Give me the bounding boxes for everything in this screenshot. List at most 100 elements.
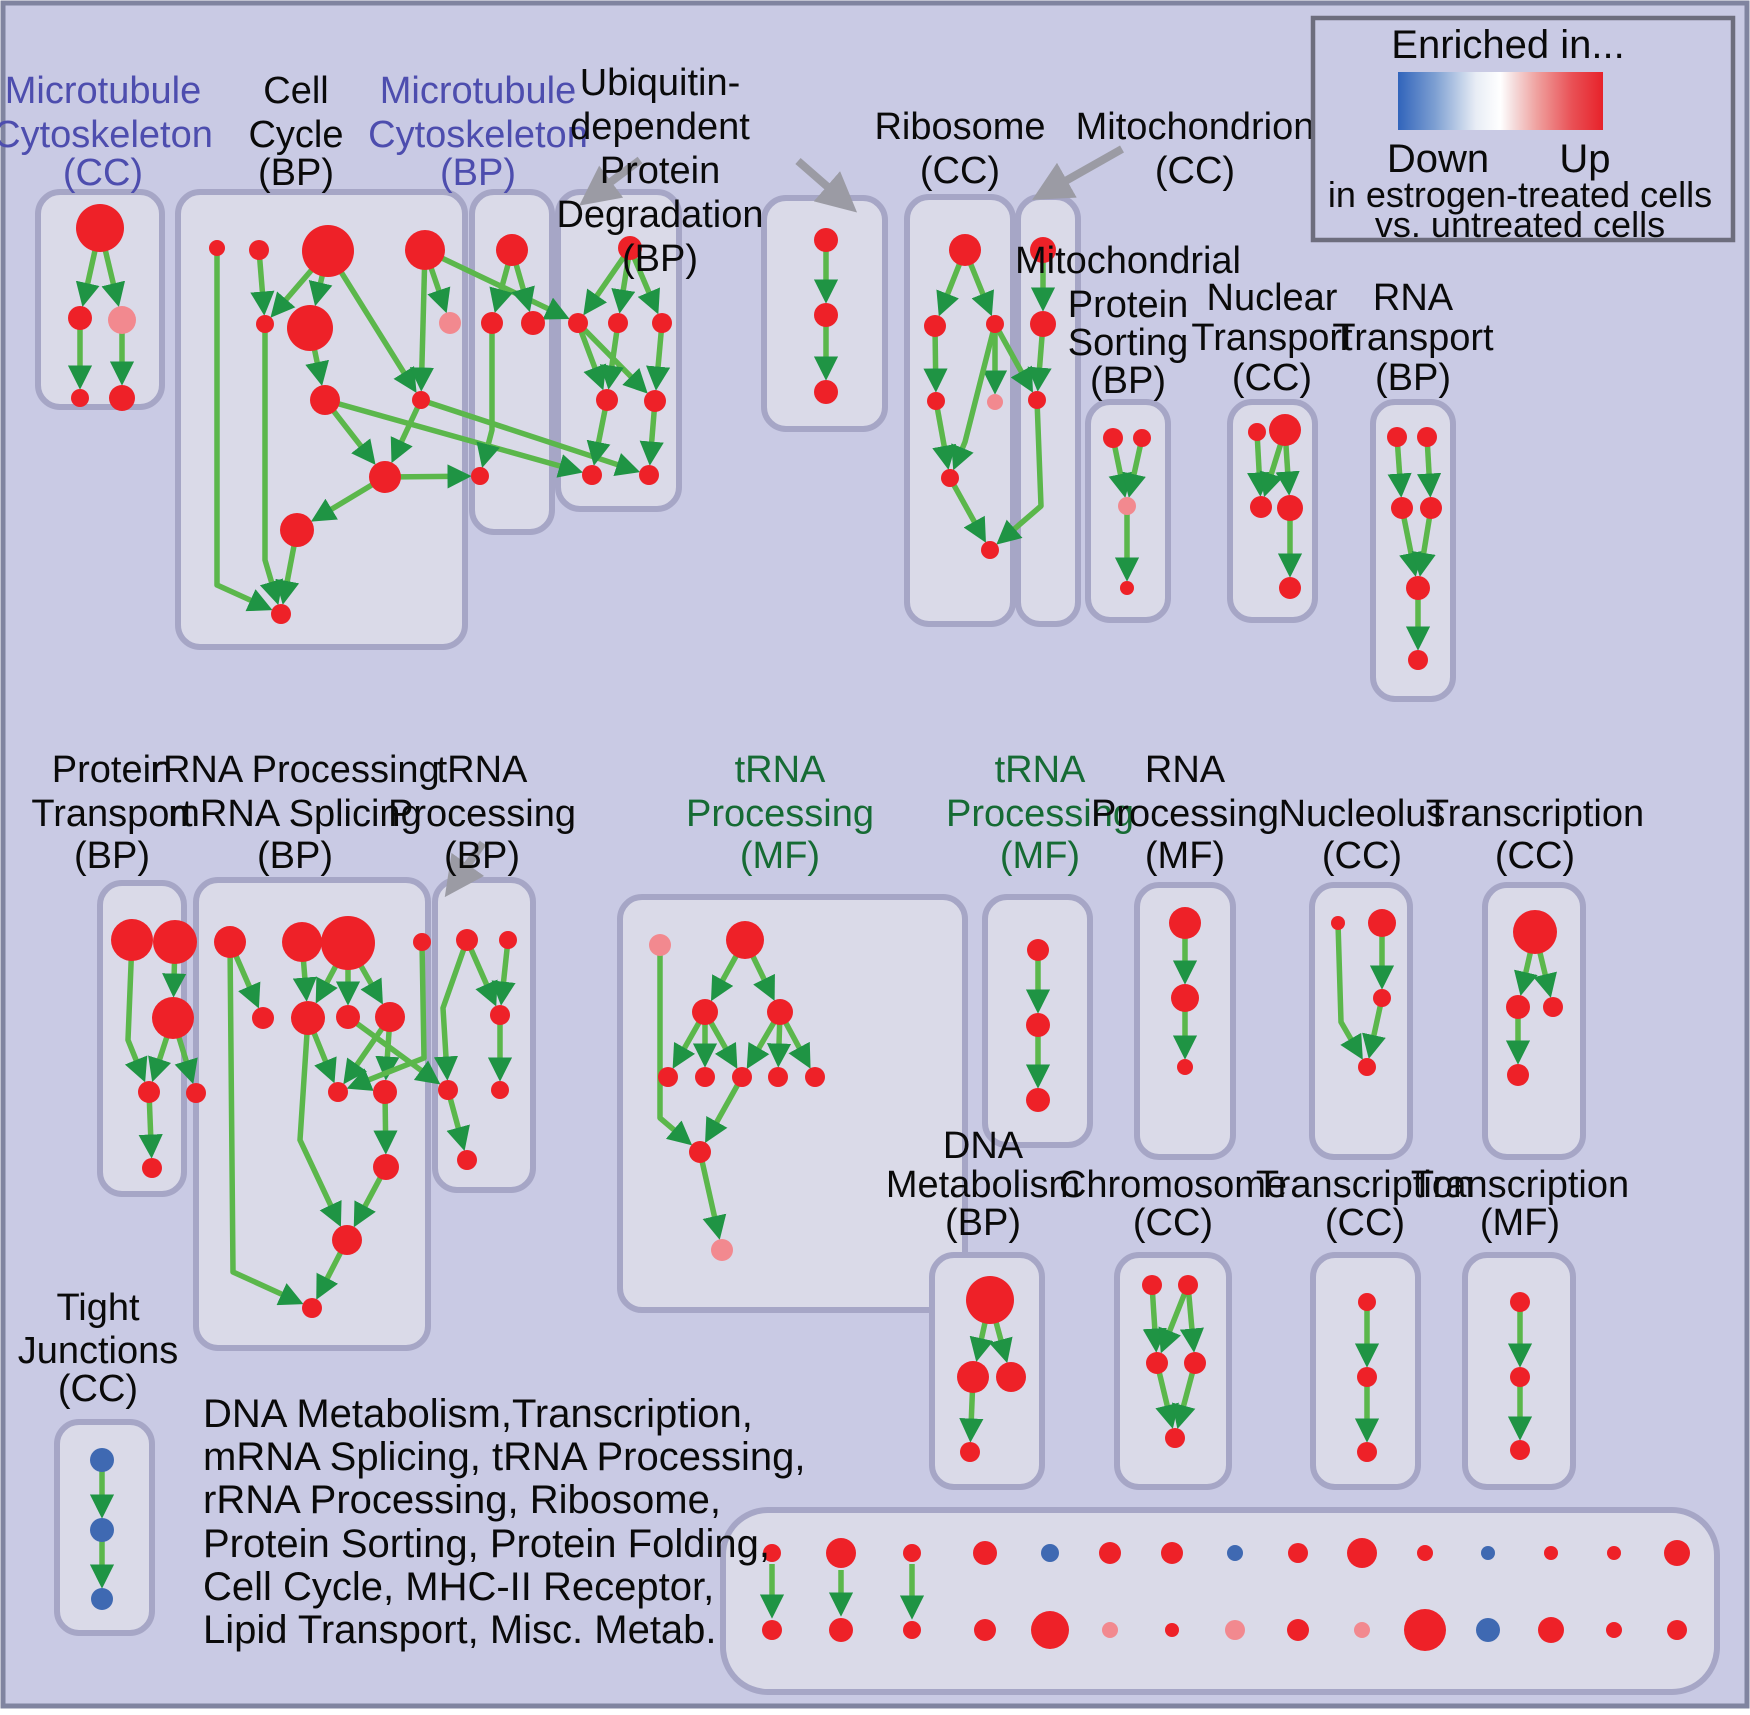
go-term-node-ms1	[1103, 428, 1123, 448]
go-term-node-mc2	[68, 306, 92, 330]
cluster-box-cellcycle	[175, 189, 468, 650]
cluster-label-mtbp-line3: (BP)	[440, 152, 516, 194]
cluster-label-prottrans-line3: (BP)	[74, 835, 150, 877]
go-term-node-ccD	[405, 230, 445, 270]
cluster-box-prottrans	[97, 880, 187, 1197]
go-term-node-ccC	[302, 225, 354, 277]
go-term-node-rr3	[321, 916, 375, 970]
edge-pt1-pt4	[124, 939, 148, 1083]
cluster-label-nucleolus-line2: (CC)	[1322, 835, 1402, 877]
grouped-terms-text-line4: Protein Sorting, Protein Folding,	[203, 1522, 770, 1566]
cluster-label-mps-line2: Protein	[1068, 284, 1188, 326]
go-term-node-rn1	[328, 1082, 348, 1102]
legend-title: Enriched in...	[1391, 23, 1624, 67]
go-term-node-bottom-bot-8	[1225, 1620, 1245, 1640]
go-term-node-mc3	[108, 306, 136, 334]
cluster-label-mps-line4: (BP)	[1090, 360, 1166, 402]
legend-up-label: Up	[1559, 137, 1610, 181]
go-term-node-tg3	[1026, 1088, 1050, 1112]
go-term-node-bottom-top-10	[1347, 1538, 1377, 1568]
go-term-node-ty2	[1510, 1367, 1530, 1387]
cluster-label-ubiq-line1: Ubiquitin-	[580, 62, 741, 104]
edge-tf0-tfx	[657, 945, 693, 1146]
cluster-label-ubiq-line4: Degradation	[556, 194, 763, 236]
go-term-node-bottom-bot-15	[1667, 1620, 1687, 1640]
go-term-node-bottom-bot-11	[1404, 1609, 1446, 1651]
go-term-node-ccE	[256, 315, 274, 333]
cluster-label-ubiq-line3: Protein	[600, 150, 720, 192]
go-term-node-tx3	[1357, 1442, 1377, 1462]
go-term-node-tb4	[438, 1080, 458, 1100]
go-term-node-bottom-bot-9	[1287, 1619, 1309, 1641]
pointer-arrow-to-trna-bp-box	[444, 840, 487, 898]
go-term-node-rp2	[1171, 984, 1199, 1012]
edge-r3-r7	[951, 323, 998, 471]
go-term-node-rp3	[1177, 1059, 1193, 1075]
cluster-label-cellcycle-line2: Cycle	[248, 114, 343, 156]
cluster-label-trnabp-line3: (BP)	[444, 835, 520, 877]
edge-r4-r7	[932, 400, 957, 470]
go-term-node-nt1	[1248, 423, 1266, 441]
go-term-node-rt1	[1387, 427, 1407, 447]
go-term-node-ch1	[1142, 1275, 1162, 1295]
cluster-label-rrna-line1: rRNA Processing	[150, 749, 439, 791]
go-term-node-bottom-bot-1	[762, 1620, 782, 1640]
go-term-node-tb3	[490, 1005, 510, 1025]
go-term-node-rc	[332, 1225, 362, 1255]
go-term-node-tfx	[689, 1141, 711, 1163]
go-term-node-r3	[986, 315, 1004, 333]
go-term-node-pt2	[153, 920, 197, 964]
go-term-node-tf1	[726, 921, 764, 959]
go-term-node-bottom-bot-14	[1606, 1622, 1622, 1638]
go-term-node-tfb1	[658, 1067, 678, 1087]
go-term-node-rb	[302, 1298, 322, 1318]
go-term-node-ub3	[814, 380, 838, 404]
edge-ccA-ccM	[214, 248, 273, 612]
cluster-label-cellcycle-line3: (BP)	[258, 152, 334, 194]
cluster-box-chromosome	[1114, 1252, 1232, 1490]
go-term-node-nt4	[1277, 495, 1303, 521]
edge-nt1-nt3	[1247, 431, 1272, 497]
go-term-node-mt1	[1030, 237, 1056, 263]
cluster-label-ribosome-line2: (CC)	[920, 150, 1000, 192]
go-term-node-bottom-top-9	[1288, 1543, 1308, 1563]
go-term-node-ccB	[249, 240, 269, 260]
edge-tfx-tfp	[697, 1151, 727, 1240]
cluster-label-prottrans-line2: Transport	[31, 793, 193, 835]
cluster-label-chromosome-line1: Chromosome	[1059, 1164, 1287, 1206]
go-term-node-ch2	[1178, 1275, 1198, 1295]
go-term-node-rr1	[214, 926, 246, 958]
edge-ccE-ccM	[259, 324, 284, 606]
go-term-node-ccG	[439, 312, 461, 334]
go-term-node-bottom-top-12	[1481, 1546, 1495, 1560]
edge-rm3-tb4	[346, 1014, 441, 1085]
cluster-label-dnametab-line1: DNA	[943, 1125, 1024, 1167]
go-term-node-ccI	[412, 391, 430, 409]
cluster-label-rnatrans-line3: (BP)	[1375, 357, 1451, 399]
go-term-node-u1	[618, 236, 642, 260]
cluster-label-cellcycle-line1: Cell	[263, 70, 328, 112]
go-term-node-bottom-bot-12	[1476, 1618, 1500, 1642]
go-term-node-rm3	[336, 1005, 360, 1029]
pointer-arrow-to-ubiquitin-box-a	[579, 156, 643, 206]
cluster-label-rnaproc-line3: (MF)	[1145, 835, 1225, 877]
legend-subtitle-line1: in estrogen-treated cells	[1328, 174, 1712, 215]
edge-nl1-nl4	[1335, 922, 1363, 1060]
go-term-node-tg2	[1026, 1013, 1050, 1037]
edge-rr4-rn1	[346, 941, 427, 1091]
go-term-node-bottom-bot-6	[1102, 1622, 1118, 1638]
edge-tb2-tb3	[491, 939, 516, 1006]
cluster-label-mps-line1: Mitochondrial	[1015, 240, 1241, 282]
edge-u2-u5	[575, 322, 607, 391]
go-term-node-bottom-top-4	[973, 1541, 997, 1565]
cluster-label-transcc2-line2: (CC)	[1325, 1202, 1405, 1244]
legend-gradient-bar	[1398, 72, 1603, 130]
edge-tb1-tb4	[433, 939, 470, 1081]
go-term-node-tb6	[457, 1150, 477, 1170]
go-term-node-tfb2	[695, 1067, 715, 1087]
go-term-node-tc3	[1543, 997, 1563, 1017]
edge-u1-u2	[583, 246, 633, 316]
go-term-node-rr2	[282, 922, 322, 962]
go-term-node-bottom-bot-4	[974, 1619, 996, 1641]
go-term-node-rm2	[291, 1001, 325, 1035]
